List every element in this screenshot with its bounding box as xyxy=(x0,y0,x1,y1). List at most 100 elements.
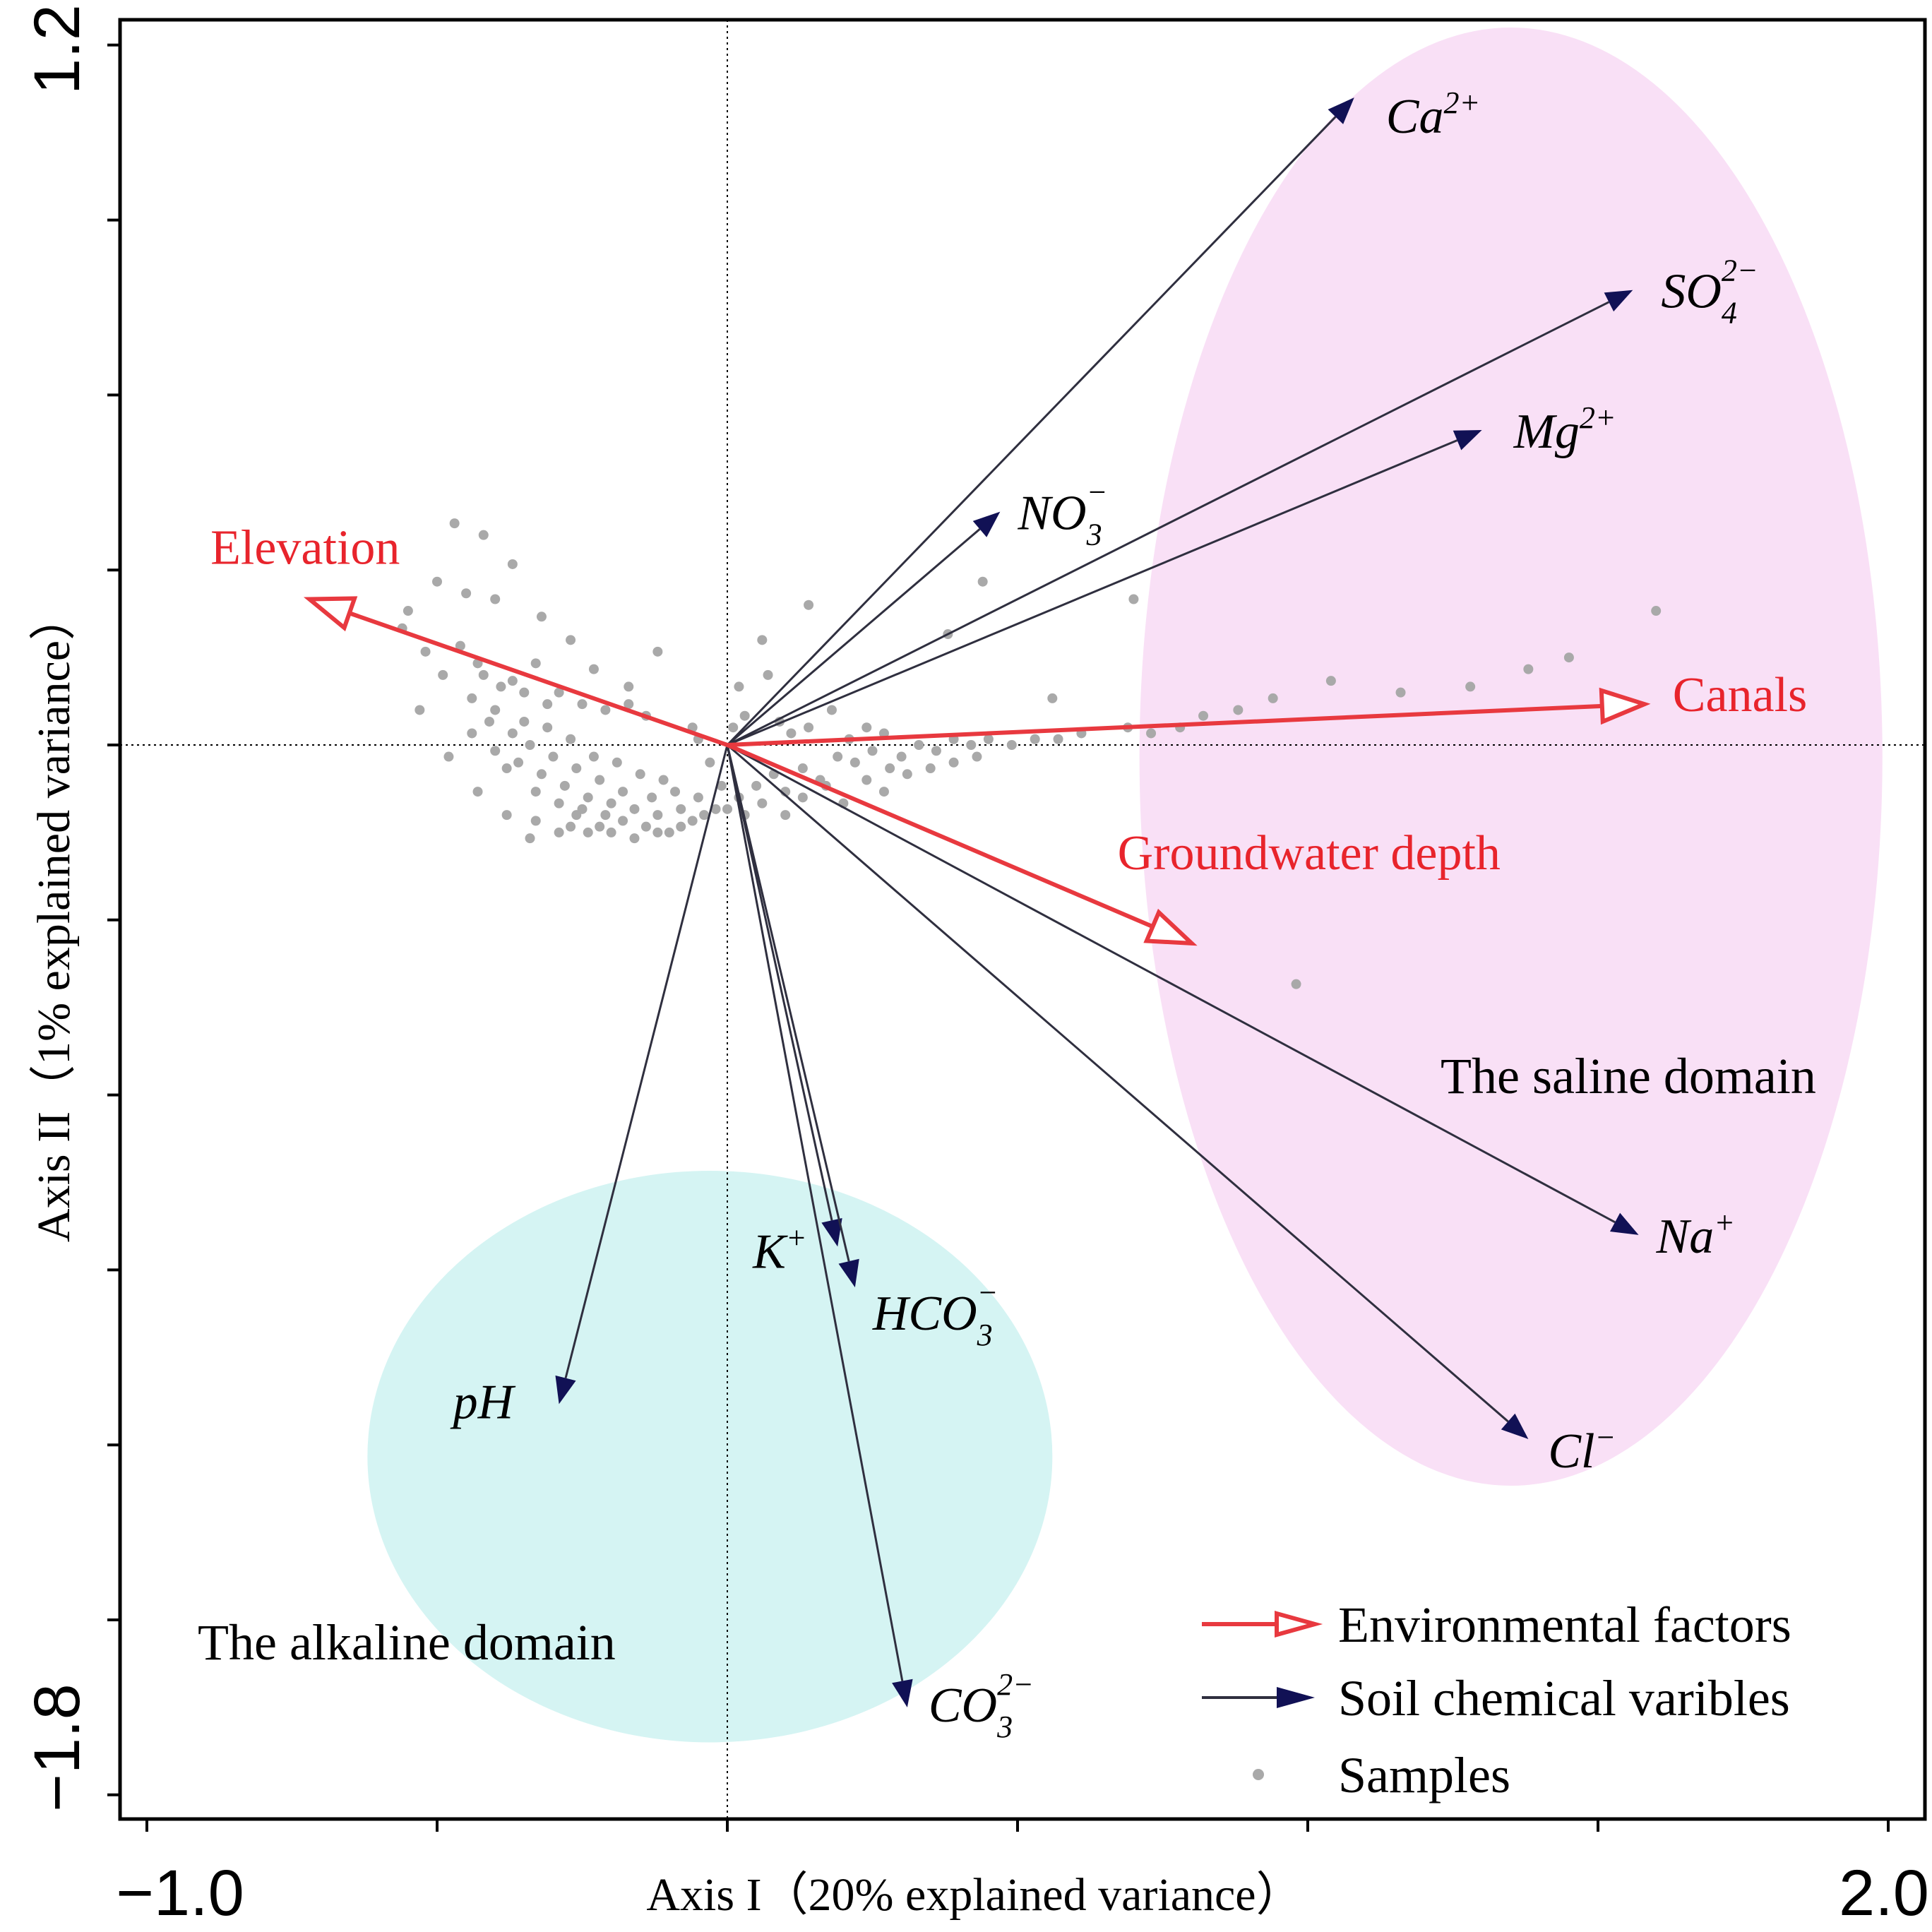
sample-point xyxy=(1325,676,1336,686)
sample-point xyxy=(438,669,448,680)
sample-points xyxy=(397,518,1662,989)
sample-point xyxy=(676,821,686,832)
zero-guides xyxy=(120,20,1925,1819)
sample-point xyxy=(501,763,512,774)
sample-point xyxy=(588,664,599,674)
soil-co32-arrow-line xyxy=(726,744,904,1681)
sample-point xyxy=(542,722,553,733)
sample-point xyxy=(530,787,541,797)
sample-point xyxy=(722,804,732,814)
sample-point xyxy=(804,722,814,733)
sample-point xyxy=(478,530,489,540)
sample-point xyxy=(467,728,477,739)
sample-point xyxy=(647,792,657,803)
sample-point xyxy=(559,780,570,791)
sample-point xyxy=(571,763,582,774)
sample-point xyxy=(1053,734,1063,744)
sample-point xyxy=(519,716,530,727)
sample-point xyxy=(507,728,518,739)
sample-point xyxy=(1233,705,1244,715)
sample-point xyxy=(734,681,744,692)
sample-point xyxy=(652,810,663,821)
sample-point xyxy=(577,804,588,814)
sample-point xyxy=(925,763,936,774)
soil-ca2-arrow-line xyxy=(726,116,1337,746)
sample-point xyxy=(664,827,674,837)
x-tick-label-left: −1.0 xyxy=(116,1857,244,1929)
sample-point xyxy=(566,821,576,832)
legend-soil-swatch-head xyxy=(1277,1687,1315,1708)
legend-soil-label: Soil chemical varibles xyxy=(1338,1670,1790,1727)
sample-point xyxy=(402,606,413,616)
sample-point xyxy=(490,705,501,715)
sample-point xyxy=(763,669,773,680)
env-canals-label: Canals xyxy=(1673,668,1808,722)
sample-point xyxy=(507,559,518,569)
sample-point xyxy=(507,676,518,686)
sample-point xyxy=(583,827,593,837)
sample-point xyxy=(478,669,489,680)
sample-point xyxy=(606,798,616,809)
soil-k-arrow-line xyxy=(726,744,833,1221)
soil-k-arrow-head xyxy=(821,1218,842,1247)
sample-point xyxy=(536,612,547,622)
sample-point xyxy=(554,798,564,809)
sample-point xyxy=(519,687,530,698)
the-alkaline-domain-ellipse xyxy=(367,1170,1053,1743)
soil-variable-arrows: Ca2+ SO42− Mg2+ NO3− Na+ Cl− pH K+ HCO3− CO32− xyxy=(450,85,1758,1744)
soil-so42-arrow-head xyxy=(1604,290,1633,312)
sample-point xyxy=(1291,979,1301,989)
sample-point xyxy=(490,746,501,756)
sample-point xyxy=(588,751,599,762)
sample-point xyxy=(716,780,727,791)
sample-point xyxy=(902,769,912,780)
sample-point xyxy=(501,810,512,821)
soil-k-label: K+ xyxy=(752,1220,806,1279)
sample-point xyxy=(1030,734,1040,744)
sample-point xyxy=(461,588,472,599)
sample-point xyxy=(629,833,640,844)
x-tick-label-right: 2.0 xyxy=(1839,1857,1929,1929)
soil-hco3-arrow-line xyxy=(726,744,850,1262)
env-canals-arrow-line xyxy=(727,703,1602,747)
sample-point xyxy=(797,792,808,803)
sample-point xyxy=(577,699,588,710)
sample-point xyxy=(739,710,750,721)
sample-point xyxy=(833,751,843,762)
sample-point xyxy=(652,646,663,657)
alkaline-domain-label: The alkaline domain xyxy=(198,1614,616,1671)
sample-point xyxy=(600,705,611,715)
legend-env-swatch-head xyxy=(1275,1611,1323,1638)
sample-point xyxy=(618,787,628,797)
soil-ph-arrow-line xyxy=(564,744,729,1378)
soil-hco3-label: HCO3− xyxy=(872,1275,998,1352)
sample-point xyxy=(415,705,425,715)
soil-mg2-arrow-head xyxy=(1453,429,1482,451)
y-axis-title: Axis II（1% explained variance） xyxy=(28,594,80,1242)
sample-point xyxy=(449,518,460,529)
soil-mg2-arrow-line xyxy=(727,439,1458,746)
sample-point xyxy=(710,804,721,814)
soil-hco3-arrow-head xyxy=(838,1258,859,1288)
sample-point xyxy=(595,821,605,832)
the-saline-domain-ellipse xyxy=(1139,28,1883,1486)
env-elevation-arrow-head xyxy=(303,596,358,632)
sample-point xyxy=(1523,664,1534,674)
sample-point xyxy=(554,687,564,698)
sample-point xyxy=(687,816,698,826)
legend-env-label: Environmental factors xyxy=(1338,1597,1791,1653)
sample-point xyxy=(595,775,605,785)
sample-point xyxy=(1268,693,1278,703)
sample-point xyxy=(966,740,977,750)
sample-point xyxy=(705,757,715,768)
sample-point xyxy=(583,792,593,803)
sample-point xyxy=(676,804,686,814)
sample-point xyxy=(728,722,739,733)
sample-point xyxy=(624,699,634,710)
sample-point xyxy=(1146,728,1157,739)
sample-point xyxy=(513,757,524,768)
sample-point xyxy=(542,699,553,710)
sample-point xyxy=(640,821,651,832)
sample-point xyxy=(699,810,710,821)
